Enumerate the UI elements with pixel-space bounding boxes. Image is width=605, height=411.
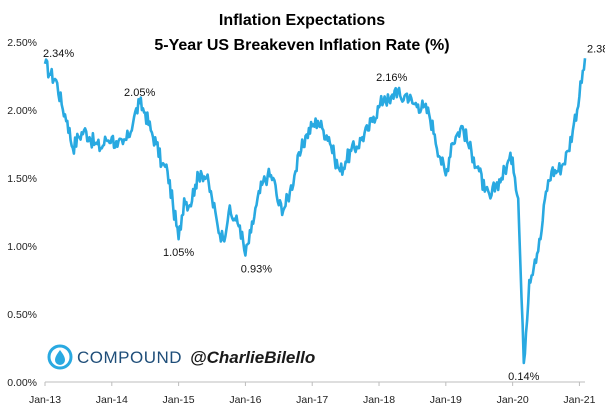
- annotation-label: 0.14%: [508, 371, 539, 383]
- x-tick-label: Jan-21: [563, 394, 595, 406]
- x-tick-label: Jan-18: [363, 394, 395, 406]
- x-tick-label: Jan-15: [163, 394, 195, 406]
- x-tick-label: Jan-19: [430, 394, 462, 406]
- chart-title: Inflation Expectations: [219, 12, 385, 29]
- annotation-label: 2.38%: [587, 43, 605, 55]
- y-tick-label: 0.00%: [7, 377, 37, 389]
- brand-name: COMPOUND: [77, 348, 182, 367]
- annotation-label: 2.16%: [376, 72, 407, 84]
- twitter-handle: @CharlieBilello: [190, 348, 315, 367]
- x-tick-label: Jan-17: [296, 394, 328, 406]
- y-tick-label: 1.50%: [7, 173, 37, 185]
- annotations: 2.34% 2.05% 1.05% 0.93% 2.16% 0.14% 2.38%: [43, 43, 605, 383]
- y-tick-label: 2.50%: [7, 37, 37, 49]
- branding: COMPOUND @CharlieBilello: [47, 344, 315, 370]
- compound-logo-icon: [47, 344, 73, 370]
- y-tick-label: 0.50%: [7, 309, 37, 321]
- x-tick-label: Jan-14: [96, 394, 128, 406]
- series-line: [43, 58, 587, 365]
- axes: 0.00% 0.50% 1.00% 1.50% 2.00% 2.50% Jan-13 Jan-…: [7, 37, 595, 406]
- annotation-label: 2.05%: [124, 87, 155, 99]
- x-tick-label: Jan-20: [497, 394, 529, 406]
- plot-area: [43, 58, 587, 365]
- annotation-label: 2.34%: [43, 48, 74, 60]
- y-tick-label: 1.00%: [7, 241, 37, 253]
- annotation-label: 1.05%: [163, 247, 194, 259]
- x-tick-label: Jan-16: [229, 394, 261, 406]
- x-tick-label: Jan-13: [29, 394, 61, 406]
- chart-subtitle: 5-Year US Breakeven Inflation Rate (%): [154, 37, 449, 54]
- y-tick-label: 2.00%: [7, 105, 37, 117]
- annotation-label: 0.93%: [241, 264, 272, 276]
